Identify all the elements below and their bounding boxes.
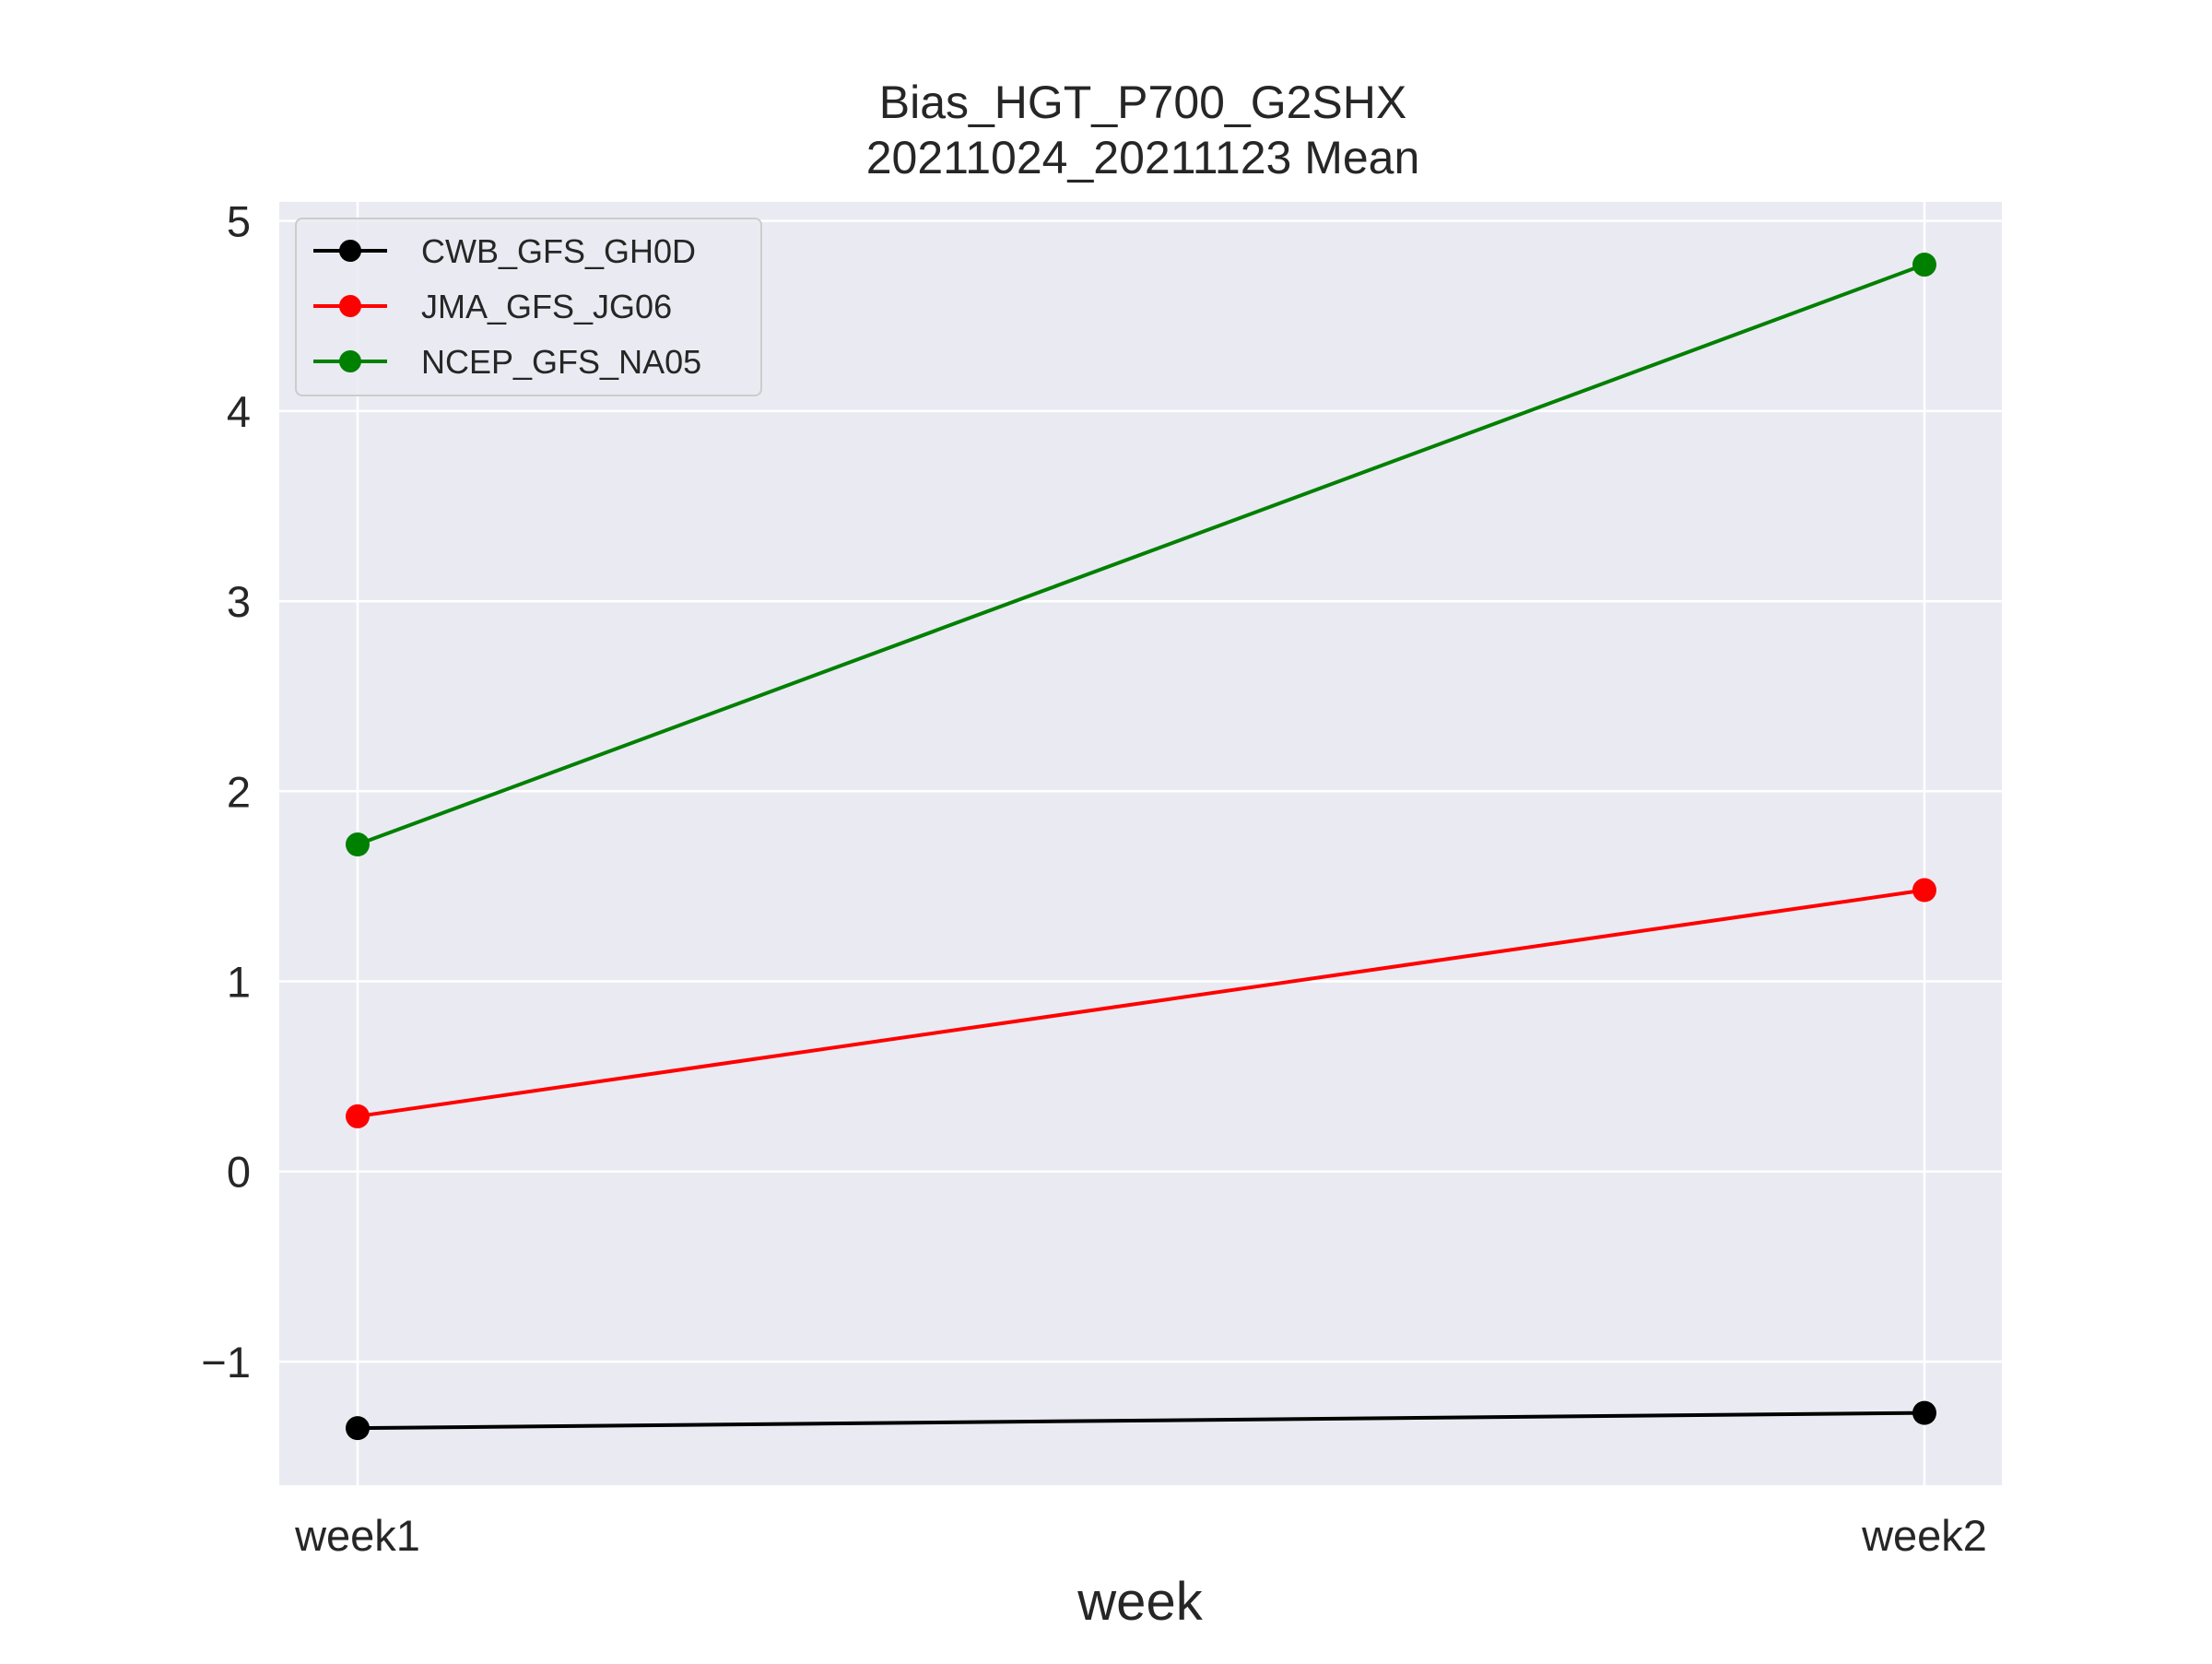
y-tick-label: −1 bbox=[201, 1338, 251, 1387]
series-line bbox=[357, 263, 1925, 846]
chart-title: Bias_HGT_P700_G2SHX bbox=[879, 77, 1407, 128]
series-JMA_GFS_JG06 bbox=[346, 878, 1936, 1128]
data-point bbox=[1912, 878, 1936, 903]
legend-marker bbox=[339, 295, 361, 317]
legend-item: JMA_GFS_JG06 bbox=[313, 288, 672, 325]
grid-layer bbox=[279, 202, 2002, 1485]
y-tick-label: 4 bbox=[227, 387, 251, 436]
legend-label: JMA_GFS_JG06 bbox=[421, 288, 672, 325]
data-point bbox=[346, 832, 370, 857]
y-tick-label: 5 bbox=[227, 197, 251, 246]
legend: CWB_GFS_GH0D JMA_GFS_JG06 NCEP_GFS_NA05 bbox=[295, 218, 762, 396]
legend-box bbox=[295, 218, 762, 396]
y-tick-label: 0 bbox=[227, 1148, 251, 1197]
data-point bbox=[1912, 253, 1936, 277]
y-tick-label: 2 bbox=[227, 767, 251, 816]
x-tick-label: week1 bbox=[294, 1511, 420, 1560]
legend-label: CWB_GFS_GH0D bbox=[421, 232, 696, 270]
data-point bbox=[1912, 1400, 1936, 1425]
series-line bbox=[357, 888, 1925, 1118]
series-layer bbox=[346, 253, 1936, 1441]
tick-layer: −1 0 1 2 3 4 5 week1 week2 bbox=[201, 197, 1987, 1560]
chart-subtitle: 20211024_20211123 Mean bbox=[866, 132, 1420, 183]
legend-item: CWB_GFS_GH0D bbox=[313, 232, 696, 270]
x-axis-label: week bbox=[1077, 1572, 1203, 1632]
legend-label: NCEP_GFS_NA05 bbox=[421, 343, 701, 381]
legend-marker bbox=[339, 240, 361, 262]
data-point bbox=[346, 1416, 370, 1441]
x-tick-label: week2 bbox=[1861, 1511, 1987, 1560]
series-NCEP_GFS_NA05 bbox=[346, 253, 1936, 857]
legend-item: NCEP_GFS_NA05 bbox=[313, 343, 701, 381]
plot-area bbox=[279, 202, 2002, 1485]
legend-marker bbox=[339, 350, 361, 372]
series-CWB_GFS_GH0D bbox=[346, 1400, 1936, 1441]
series-line bbox=[357, 1410, 1925, 1431]
y-tick-label: 1 bbox=[227, 958, 251, 1007]
data-point bbox=[346, 1103, 370, 1128]
y-tick-label: 3 bbox=[227, 577, 251, 626]
